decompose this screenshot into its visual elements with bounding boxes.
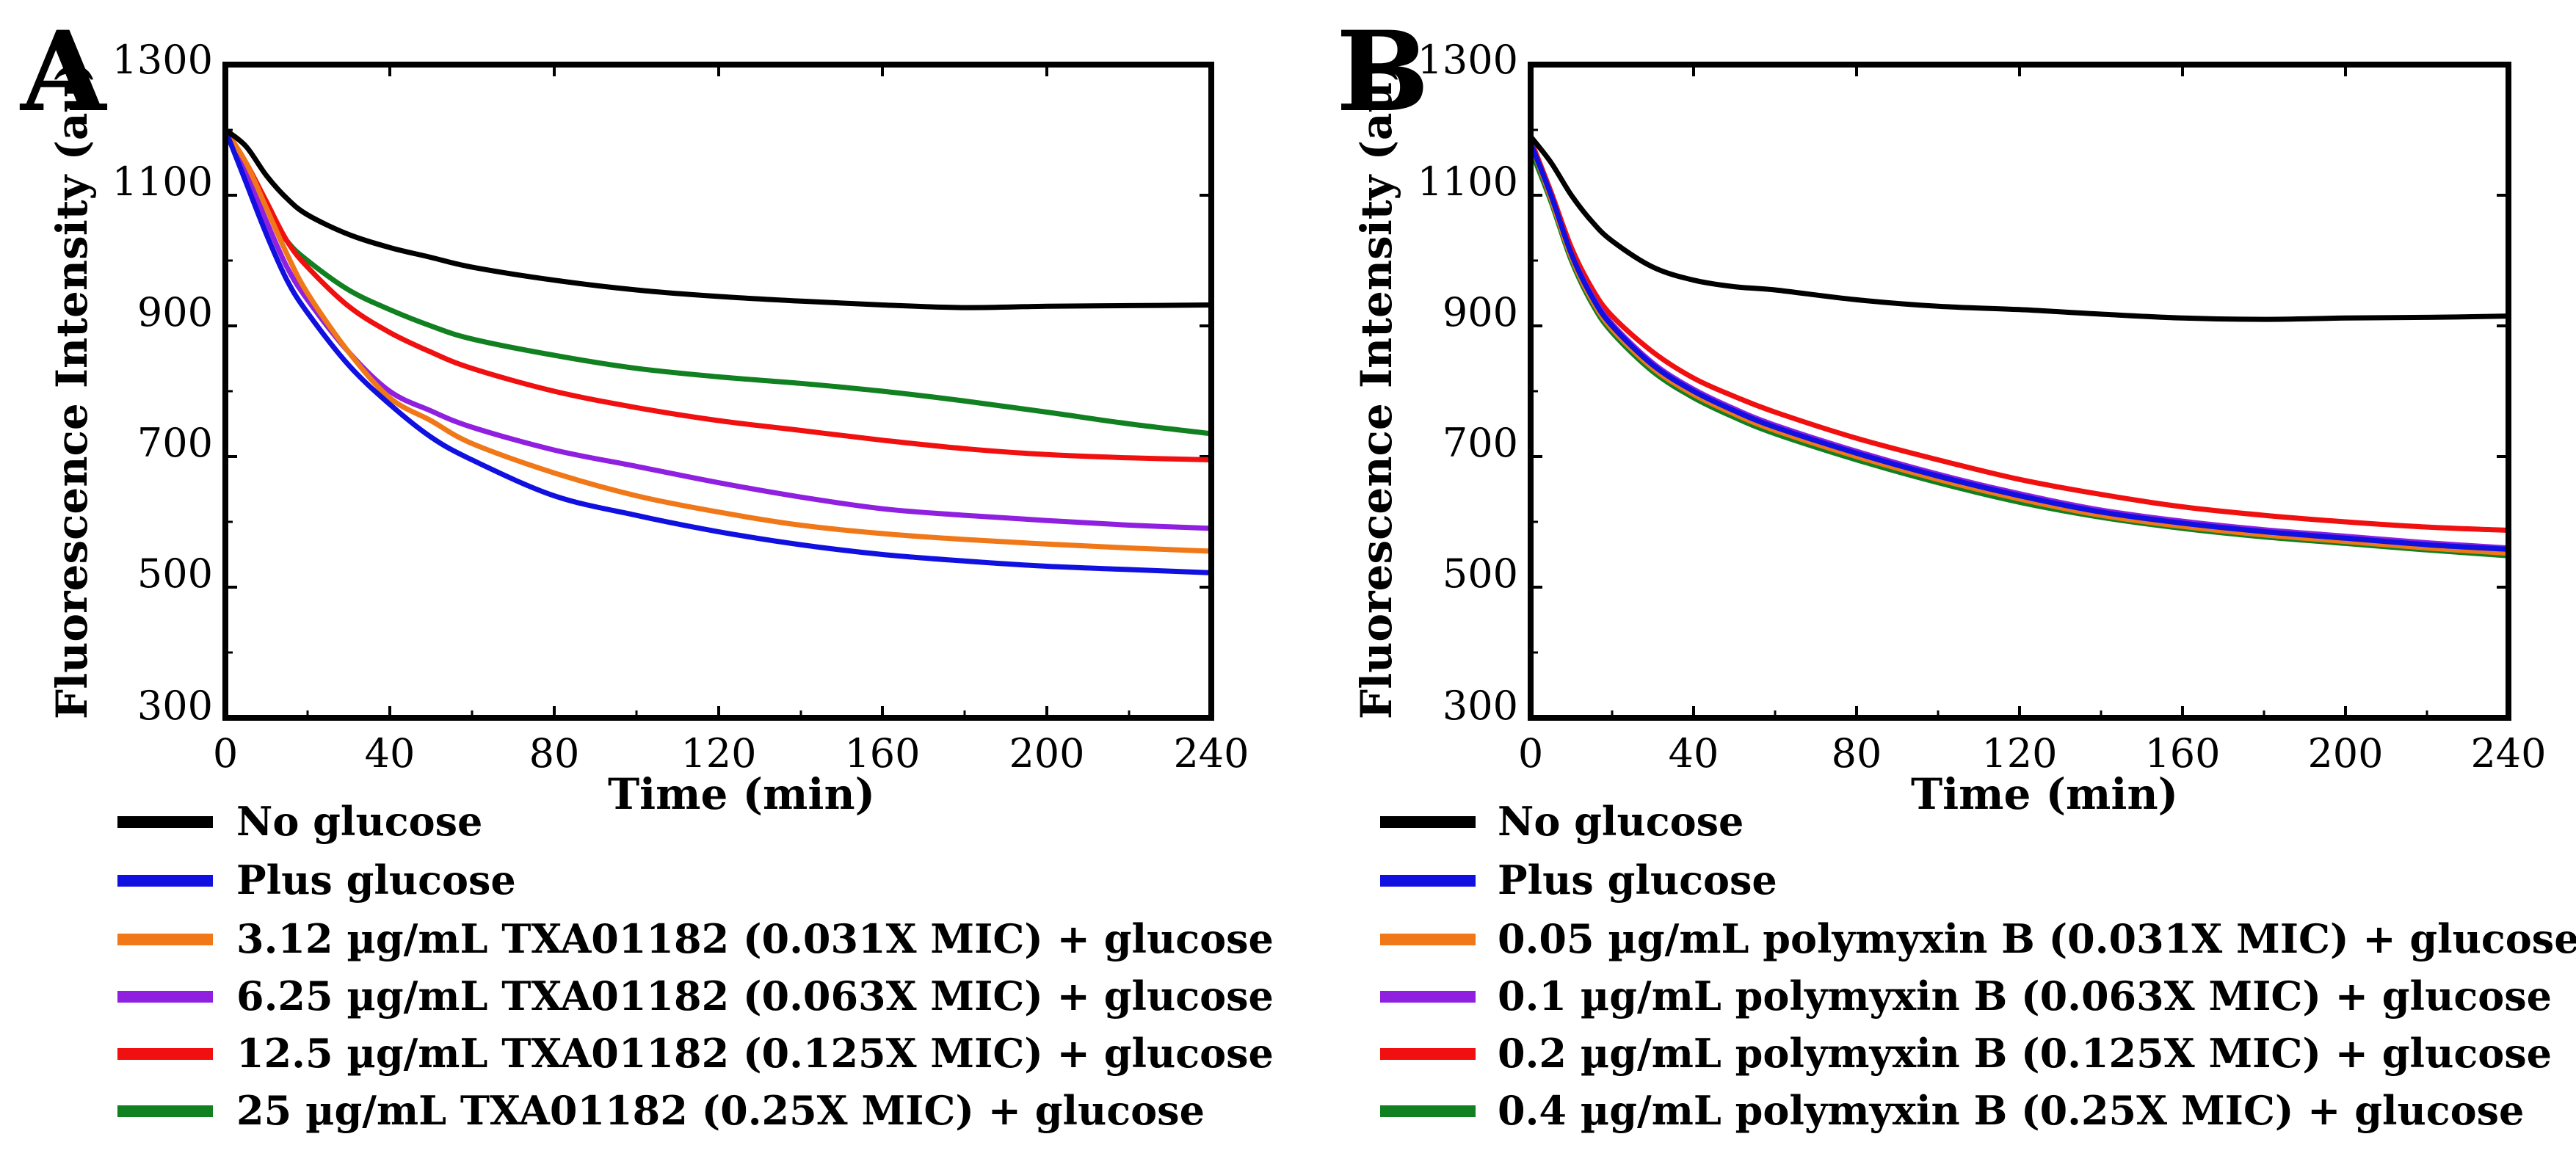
panel-b-xlabel: Time (min) [1911, 769, 2178, 819]
panel-a-ytick-1300: 1300 [112, 37, 213, 83]
panel-a-ylabel: Fluorescence Intensity (au) [47, 62, 97, 719]
legend-b-label-1: No glucose [1498, 798, 1744, 845]
panel-a-x-ticks: 0 40 80 120 160 200 240 [213, 730, 1249, 777]
legend-b-label-4: 0.1 µg/mL polymyxin B (0.063X MIC) + glu… [1498, 972, 2552, 1019]
legend-a-item-4: 6.25 µg/mL TXA01182 (0.063X MIC) + gluco… [117, 972, 1274, 1019]
panel-b-series-line-2 [1528, 142, 2509, 552]
panel-b-ytick-900: 900 [1443, 289, 1518, 335]
panel-a-xtick-160: 160 [844, 730, 920, 777]
legend-b-label-5: 0.2 µg/mL polymyxin B (0.125X MIC) + glu… [1498, 1030, 2552, 1077]
legend-a-item-1: No glucose [117, 798, 482, 845]
legend-a-label-4: 6.25 µg/mL TXA01182 (0.063X MIC) + gluco… [236, 972, 1274, 1019]
panel-a-y-ticks: 300 500 700 900 1100 1300 [112, 37, 213, 729]
panel-b-series-line-5 [1528, 139, 2509, 534]
panel-b-xtick-120: 120 [1981, 730, 2057, 777]
panel-a-xtick-200: 200 [1009, 730, 1084, 777]
panel-b-xtick-0: 0 [1518, 730, 1543, 777]
panel-a-xtick-240: 240 [1173, 730, 1249, 777]
panel-b-xtick-240: 240 [2470, 730, 2546, 777]
panel-b: B Fluorescence Intensity (au) Time (min)… [1336, 7, 2547, 819]
panel-b-xtick-160: 160 [2144, 730, 2220, 777]
panel-a: A Fluorescence Intensity (au) Time (min)… [19, 7, 1249, 819]
panel-b-series [1528, 134, 2509, 559]
panel-a-letter: A [19, 7, 108, 137]
panel-b-ytick-300: 300 [1443, 683, 1518, 729]
panel-a-series [222, 128, 1212, 575]
panel-a-legend: No glucose Plus glucose 3.12 µg/mL TXA01… [117, 798, 1274, 1134]
panel-b-xtick-200: 200 [2307, 730, 2383, 777]
legend-a-label-1: No glucose [236, 798, 482, 845]
legend-a-label-2: Plus glucose [236, 857, 516, 904]
panel-a-ytick-500: 500 [137, 550, 213, 597]
panel-b-legend: No glucose Plus glucose 0.05 µg/mL polym… [1380, 798, 2576, 1134]
panel-b-ylabel: Fluorescence Intensity (au) [1352, 62, 1401, 719]
legend-a-item-5: 12.5 µg/mL TXA01182 (0.125X MIC) + gluco… [117, 1030, 1274, 1077]
legend-b-label-6: 0.4 µg/mL polymyxin B (0.25X MIC) + gluc… [1498, 1087, 2524, 1134]
panel-b-letter: B [1336, 7, 1429, 137]
panel-a-ytick-900: 900 [137, 289, 213, 335]
panel-b-ytick-1100: 1100 [1418, 159, 1518, 205]
panel-a-series-line-4 [222, 128, 1212, 531]
legend-b-item-3: 0.05 µg/mL polymyxin B (0.031X MIC) + gl… [1380, 915, 2576, 962]
legend-a-item-6: 25 µg/mL TXA01182 (0.25X MIC) + glucose [117, 1087, 1205, 1134]
legend-b-item-2: Plus glucose [1380, 857, 1777, 904]
panel-a-series-line-2 [222, 128, 1212, 575]
panel-a-ytick-700: 700 [137, 420, 213, 466]
panel-a-ytick-1100: 1100 [112, 159, 213, 205]
panel-a-series-line-5 [223, 128, 1212, 462]
panel-a-xtick-120: 120 [681, 730, 756, 777]
panel-b-ytick-1300: 1300 [1418, 37, 1518, 83]
panel-a-series-line-1 [223, 128, 1212, 310]
panel-a-xtick-80: 80 [529, 730, 580, 777]
legend-a-label-5: 12.5 µg/mL TXA01182 (0.125X MIC) + gluco… [236, 1030, 1274, 1077]
legend-a-label-6: 25 µg/mL TXA01182 (0.25X MIC) + glucose [236, 1087, 1205, 1134]
panel-b-frame [1528, 62, 2511, 721]
panel-b-series-line-4 [1528, 142, 2509, 551]
panel-a-xtick-40: 40 [365, 730, 416, 777]
legend-a-item-2: Plus glucose [117, 857, 516, 904]
legend-b-item-1: No glucose [1380, 798, 1744, 845]
panel-a-frame [222, 62, 1214, 721]
legend-a-item-3: 3.12 µg/mL TXA01182 (0.031X MIC) + gluco… [117, 915, 1274, 962]
legend-a-label-3: 3.12 µg/mL TXA01182 (0.031X MIC) + gluco… [236, 915, 1274, 962]
panel-b-xtick-80: 80 [1832, 730, 1882, 777]
legend-b-item-6: 0.4 µg/mL polymyxin B (0.25X MIC) + gluc… [1380, 1087, 2524, 1134]
panel-b-y-ticks: 300 500 700 900 1100 1300 [1418, 37, 1518, 729]
panel-a-ytick-300: 300 [137, 683, 213, 729]
panel-a-xtick-0: 0 [213, 730, 238, 777]
panel-b-ytick-500: 500 [1443, 550, 1518, 597]
panel-b-x-ticks: 0 40 80 120 160 200 240 [1518, 730, 2547, 777]
panel-b-ytick-700: 700 [1443, 420, 1518, 466]
panel-a-xlabel: Time (min) [608, 769, 875, 819]
legend-b-label-3: 0.05 µg/mL polymyxin B (0.031X MIC) + gl… [1498, 915, 2576, 962]
panel-a-series-line-3 [223, 128, 1212, 554]
panel-b-series-line-1 [1528, 134, 2509, 322]
legend-b-item-4: 0.1 µg/mL polymyxin B (0.063X MIC) + glu… [1380, 972, 2552, 1019]
legend-b-item-5: 0.2 µg/mL polymyxin B (0.125X MIC) + glu… [1380, 1030, 2552, 1077]
panel-b-xtick-40: 40 [1669, 730, 1719, 777]
legend-b-label-2: Plus glucose [1498, 857, 1777, 904]
